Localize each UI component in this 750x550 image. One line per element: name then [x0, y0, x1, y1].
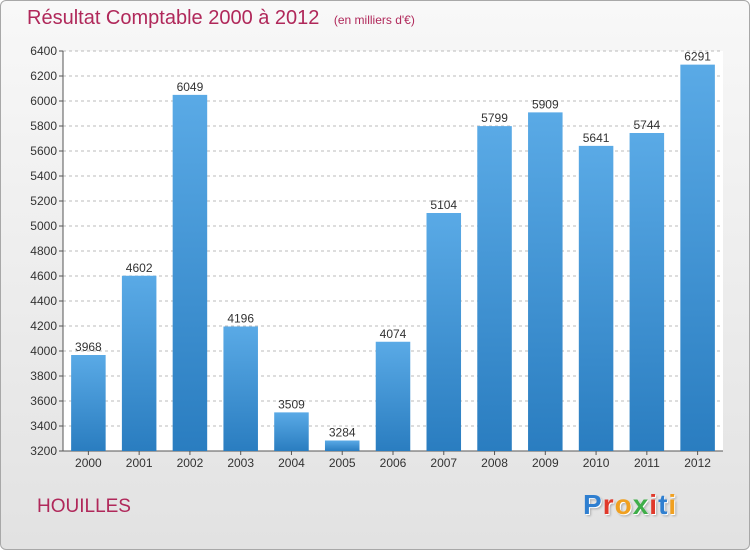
y-tick-label: 6200 — [30, 69, 57, 83]
y-tick-label: 4600 — [30, 269, 57, 283]
bar-value-label: 5641 — [583, 131, 610, 145]
y-tick-label: 3200 — [30, 444, 57, 458]
bar-value-label: 4074 — [380, 327, 407, 341]
chart-unit-label: (en milliers d'€) — [333, 13, 415, 27]
x-tick-label: 2008 — [481, 456, 508, 470]
bar — [172, 94, 208, 451]
bar — [578, 145, 614, 451]
x-tick-label: 2001 — [126, 456, 153, 470]
bar — [528, 112, 563, 451]
y-tick-label: 4800 — [30, 244, 57, 258]
bar-value-label: 5909 — [532, 97, 559, 111]
bar-value-label: 3968 — [75, 340, 102, 354]
x-tick-label: 2006 — [380, 456, 407, 470]
bar-value-label: 5104 — [430, 198, 457, 212]
x-tick-label: 2011 — [634, 456, 660, 470]
x-tick-label: 2010 — [583, 456, 610, 470]
bar — [274, 412, 309, 451]
bar — [629, 133, 665, 451]
y-tick-label: 6400 — [30, 44, 57, 58]
bar-value-label: 3284 — [329, 426, 356, 440]
y-tick-label: 4200 — [30, 319, 57, 333]
proxiti-logo: Proxiti — [583, 489, 677, 521]
x-tick-label: 2012 — [684, 456, 711, 470]
bar — [71, 355, 106, 451]
y-tick-label: 4400 — [30, 294, 57, 308]
bar — [324, 440, 360, 451]
y-tick-label: 6000 — [30, 94, 57, 108]
bar-value-label: 3509 — [278, 397, 305, 411]
x-tick-label: 2005 — [329, 456, 356, 470]
x-tick-label: 2002 — [177, 456, 204, 470]
place-name: HOUILLES — [37, 496, 131, 517]
bar-value-label: 5799 — [481, 111, 508, 125]
x-tick-label: 2004 — [278, 456, 305, 470]
chart-title: Résultat Comptable 2000 à 2012 — [27, 7, 320, 29]
y-tick-label: 3400 — [30, 419, 57, 433]
y-tick-label: 3800 — [30, 369, 57, 383]
logo-letter: o — [614, 489, 633, 520]
bar — [680, 64, 715, 451]
bar — [223, 326, 258, 451]
logo-letter: r — [602, 489, 615, 520]
bar-value-label: 5744 — [633, 118, 660, 132]
bar — [121, 275, 157, 451]
bar — [477, 126, 512, 451]
y-tick-label: 5800 — [30, 119, 57, 133]
y-tick-label: 3600 — [30, 394, 57, 408]
logo-letter: t — [658, 489, 669, 520]
bar-value-label: 6049 — [177, 80, 204, 94]
x-tick-label: 2007 — [430, 456, 457, 470]
y-tick-label: 5600 — [30, 144, 57, 158]
y-tick-label: 5200 — [30, 194, 57, 208]
bar-value-label: 6291 — [684, 50, 711, 64]
logo-letter: x — [632, 489, 650, 520]
bar — [426, 213, 462, 451]
bar-value-label: 4196 — [227, 312, 254, 326]
title-block: Résultat Comptable 2000 à 2012 (en milli… — [27, 7, 415, 30]
y-tick-label: 5000 — [30, 219, 57, 233]
logo-letter: i — [649, 489, 659, 520]
logo-letter: P — [583, 489, 603, 520]
y-tick-label: 5400 — [30, 169, 57, 183]
x-tick-label: 2009 — [532, 456, 559, 470]
y-tick-label: 4000 — [30, 344, 57, 358]
bar — [375, 341, 411, 451]
logo-letter: i — [668, 489, 678, 520]
x-tick-label: 2000 — [75, 456, 102, 470]
bar-value-label: 4602 — [126, 261, 153, 275]
x-tick-label: 2003 — [227, 456, 254, 470]
